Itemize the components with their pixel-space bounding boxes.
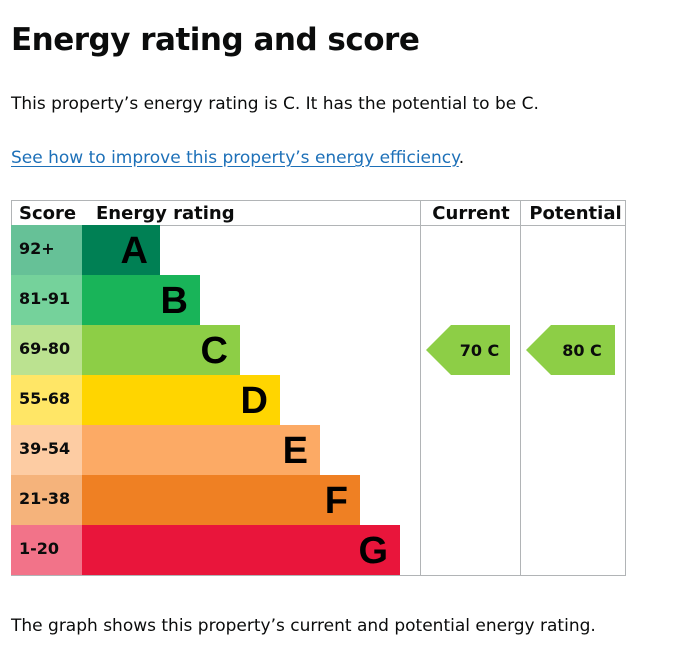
header-current: Current [432,203,510,224]
score-range-label: 21-38 [19,489,70,508]
score-range-cell [11,325,82,375]
rating-letter: F [325,480,348,522]
rating-bar-d [82,375,280,425]
chart-pointers: 70 C 80 C [426,325,615,375]
score-range-cell [11,525,82,575]
header-potential: Potential [529,203,621,224]
score-range-label: 69-80 [19,339,70,358]
improve-link-suffix: . [458,148,465,168]
score-range-label: 55-68 [19,389,70,408]
rating-bar-a [82,225,160,275]
rating-summary: This property’s energy rating is C. It h… [11,94,539,114]
header-score: Score [19,203,76,224]
header-energy-rating: Energy rating [96,203,235,224]
score-range-label: 39-54 [19,439,70,458]
score-range-cell [11,275,82,325]
rating-letter: D [241,380,268,422]
current-pointer-label: 70 C [460,341,500,360]
score-range-cell [11,475,82,525]
page-title: Energy rating and score [11,22,420,58]
rating-letter: E [283,430,308,472]
rating-bar-e [82,425,320,475]
current-pointer [426,325,510,375]
rating-letter: C [201,330,228,372]
score-range-cell [11,225,82,275]
rating-bar-f [82,475,360,525]
score-range-label: 92+ [19,239,55,258]
rating-letter: A [121,230,148,272]
improve-efficiency-link[interactable]: See how to improve this property’s energ… [11,148,459,168]
chart-caption: The graph shows this property’s current … [11,616,596,636]
rating-letter: G [358,530,388,572]
rating-bar-g [82,525,400,575]
potential-pointer-label: 80 C [562,341,602,360]
potential-pointer [526,325,615,375]
score-range-label: 1-20 [19,539,59,558]
rating-bar-c [82,325,240,375]
score-range-label: 81-91 [19,289,70,308]
score-range-cell [11,375,82,425]
chart-bands: 92+ A 81-91 B 69-80 C 55-68 D 39-54 E 21-38 F 1-20 G [11,225,400,575]
rating-bar-b [82,275,200,325]
score-range-cell [11,425,82,475]
rating-letter: B [161,280,188,322]
improve-paragraph: See how to improve this property’s energ… [11,146,464,170]
chart-headers: Score Energy rating Current Potential [19,203,622,224]
